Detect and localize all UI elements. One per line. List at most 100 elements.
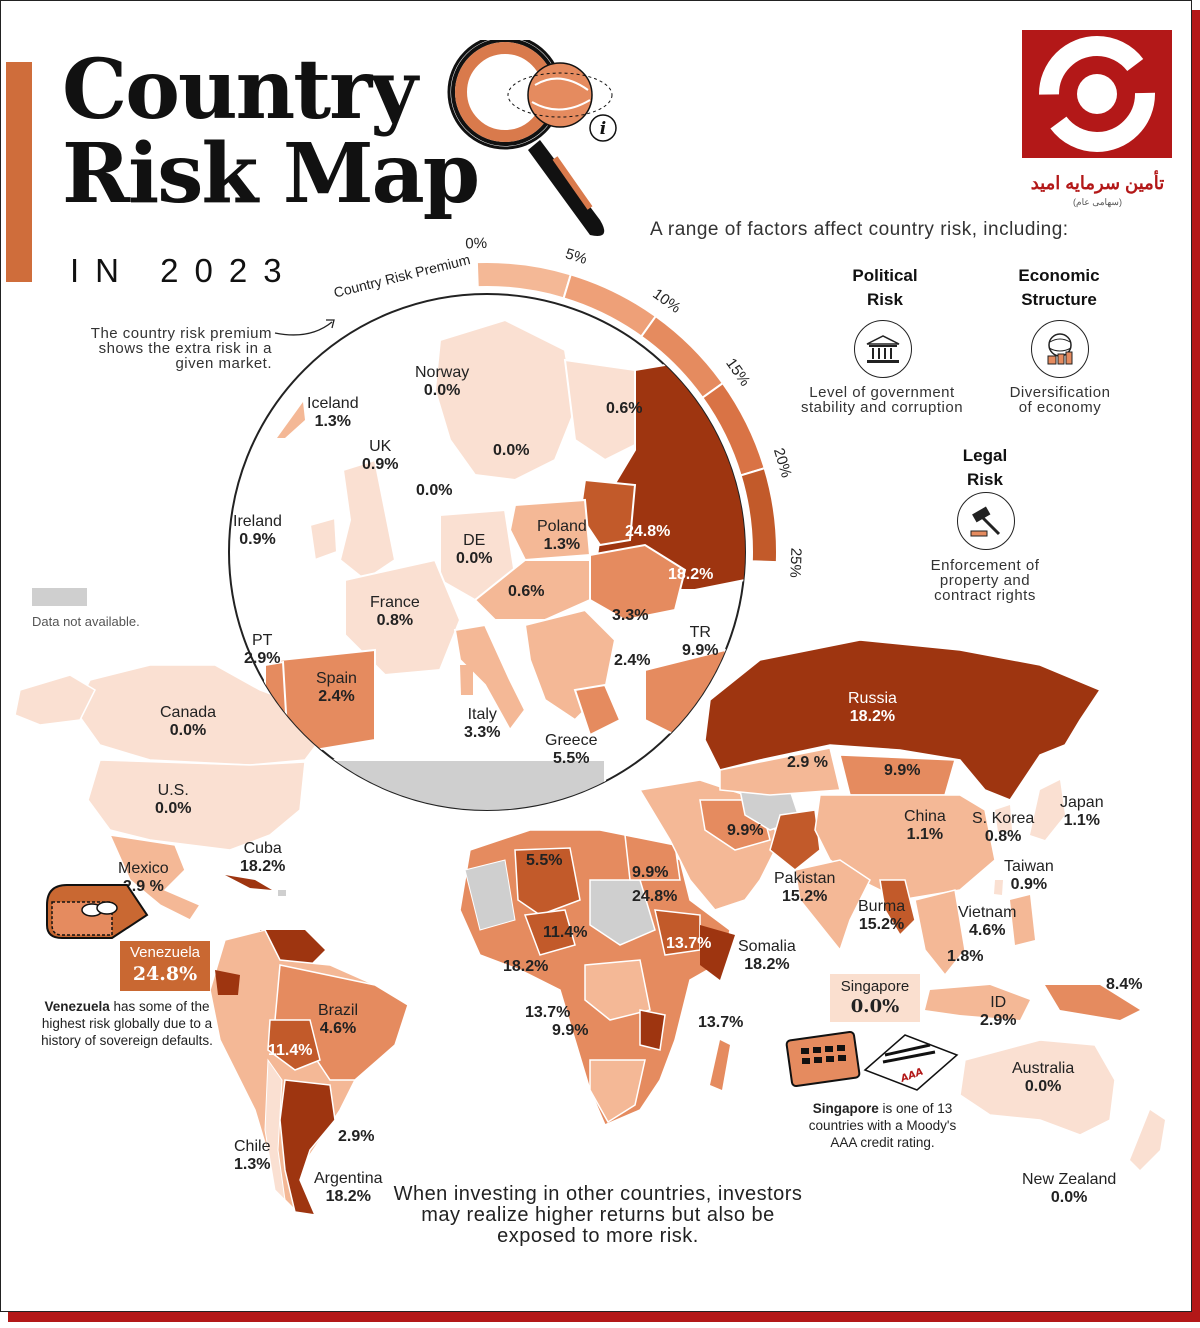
- label-papua-new-guinea: 8.4%: [1106, 976, 1143, 993]
- venezuela-callout: [120, 941, 210, 991]
- label-taiwan: Taiwan 0.9%: [1004, 858, 1054, 893]
- label-czechia: 0.6%: [508, 583, 545, 600]
- label-pakistan: Pakistan 15.2%: [774, 870, 836, 905]
- region-iceland[interactable]: [277, 402, 305, 438]
- government-building-icon: [854, 320, 912, 378]
- region-taiwan[interactable]: [994, 880, 1003, 895]
- factor-political-desc: Level of government stability and corrupt…: [800, 384, 964, 416]
- label-philippines: 1.8%: [947, 948, 984, 965]
- globe-coins-icon: [1031, 320, 1089, 378]
- region-canada[interactable]: [74, 664, 321, 766]
- calculator-document-illustration: AAA: [785, 1031, 959, 1091]
- region-russia[interactable]: [704, 639, 1102, 801]
- label-usa: U.S. 0.0%: [155, 782, 192, 817]
- region-mali[interactable]: [514, 847, 581, 916]
- region-madagascar[interactable]: [710, 1040, 730, 1090]
- label-argentina: Argentina 18.2%: [314, 1170, 383, 1205]
- region-mozambique[interactable]: [639, 1009, 666, 1051]
- data-na-swatch: [32, 588, 87, 606]
- region-mexico[interactable]: [108, 834, 202, 921]
- label-sweden: 0.0%: [493, 442, 530, 459]
- label-nigeria: 11.4%: [543, 924, 588, 941]
- region-somalia[interactable]: [700, 925, 735, 980]
- region-australia[interactable]: [959, 1039, 1116, 1136]
- label-south-korea: S. Korea 0.8%: [972, 810, 1035, 845]
- region-poland[interactable]: [508, 498, 592, 562]
- region-sardinia[interactable]: [460, 665, 473, 695]
- region-korea[interactable]: [995, 805, 1012, 832]
- region-japan[interactable]: [1030, 780, 1065, 840]
- region-finland[interactable]: [563, 358, 647, 462]
- region-argentina[interactable]: [279, 1079, 336, 1216]
- region-southern-africa[interactable]: [589, 1059, 646, 1124]
- region-central-europe[interactable]: [473, 559, 591, 621]
- label-finland: 0.6%: [606, 400, 643, 417]
- singapore-callout: [830, 974, 920, 1022]
- label-indonesia: ID 2.9%: [980, 994, 1017, 1029]
- label-brazil: Brazil 4.6%: [318, 1002, 359, 1037]
- brand-logo-mark-icon: [1039, 36, 1155, 152]
- region-italy[interactable]: [453, 623, 527, 732]
- label-vietnam: Vietnam 4.6%: [958, 904, 1017, 939]
- label-russia: Russia 18.2%: [848, 690, 897, 725]
- label-west-africa: 18.2%: [503, 958, 549, 975]
- region-greece[interactable]: [573, 683, 622, 737]
- region-kazakhstan[interactable]: [719, 747, 841, 796]
- label-cuba: Cuba 18.2%: [240, 840, 286, 875]
- label-russia-west: 18.2%: [668, 566, 714, 583]
- region-bolivia[interactable]: [267, 1019, 321, 1071]
- region-usa[interactable]: [87, 759, 306, 851]
- region-congo[interactable]: [584, 959, 651, 1021]
- page-subtitle: IN 2023: [70, 252, 298, 289]
- region-chile[interactable]: [264, 1058, 286, 1202]
- region-france[interactable]: [344, 558, 462, 677]
- region-southeast-asia[interactable]: [914, 889, 966, 977]
- region-new-zealand[interactable]: [1130, 1110, 1165, 1170]
- region-india[interactable]: [794, 859, 871, 952]
- gavel-icon: [957, 492, 1015, 550]
- label-spain: Spain 2.4%: [316, 670, 357, 705]
- label-iceland: Iceland 1.3%: [307, 395, 359, 430]
- region-indonesia[interactable]: [925, 985, 1030, 1020]
- singapore-callout-value: 0.0%: [850, 996, 900, 1017]
- region-scandinavia[interactable]: [433, 318, 577, 482]
- label-uk: UK 0.9%: [362, 438, 399, 473]
- label-kazakhstan: 2.9 %: [787, 754, 828, 771]
- premium-scale-tick-label: 5%: [563, 245, 589, 268]
- label-mozambique: 13.7%: [698, 1014, 744, 1031]
- bottom-message: When investing in other countries, inves…: [393, 1183, 803, 1247]
- page-title: Country Risk Map: [62, 48, 480, 216]
- info-badge-icon: i: [589, 114, 617, 142]
- premium-note: The country risk premium shows the extra…: [90, 325, 272, 372]
- region-uk[interactable]: [338, 458, 397, 582]
- region-egypt[interactable]: [624, 834, 681, 881]
- factors-intro: A range of factors affect country risk, …: [650, 219, 1069, 240]
- label-turkey: TR 9.9%: [682, 624, 719, 659]
- region-ireland[interactable]: [308, 516, 339, 562]
- region-portugal[interactable]: [264, 660, 289, 737]
- calculator-icon: [785, 1031, 861, 1087]
- venezuela-description: Venezuela has some of the highest risk g…: [41, 999, 213, 1048]
- label-chile: Chile 1.3%: [234, 1138, 271, 1173]
- factor-political-title: Political Risk: [852, 266, 918, 309]
- factor-legal-desc: Enforcement of property and contract right…: [930, 557, 1040, 604]
- region-papua[interactable]: [1045, 985, 1140, 1020]
- region-cuba[interactable]: [225, 875, 272, 890]
- brand-logo: [1022, 30, 1172, 158]
- label-new-zealand: New Zealand 0.0%: [1022, 1171, 1117, 1206]
- brand-subname: (سهامی عام): [1073, 197, 1122, 207]
- region-philippines[interactable]: [1010, 895, 1035, 945]
- data-na-label: Data not available.: [32, 614, 140, 629]
- magnifier-globe-illustration: i: [447, 40, 617, 236]
- region-burma[interactable]: [879, 879, 916, 937]
- region-ecuador[interactable]: [215, 970, 240, 995]
- region-alaska[interactable]: [14, 674, 96, 726]
- region-pakistan[interactable]: [769, 809, 821, 871]
- region-nigeria[interactable]: [523, 909, 576, 956]
- label-mexico: Mexico 2.9 %: [118, 860, 169, 895]
- label-china: China 1.1%: [904, 808, 946, 843]
- label-ethiopia: 13.7%: [666, 935, 712, 952]
- globe-icon: [507, 62, 613, 128]
